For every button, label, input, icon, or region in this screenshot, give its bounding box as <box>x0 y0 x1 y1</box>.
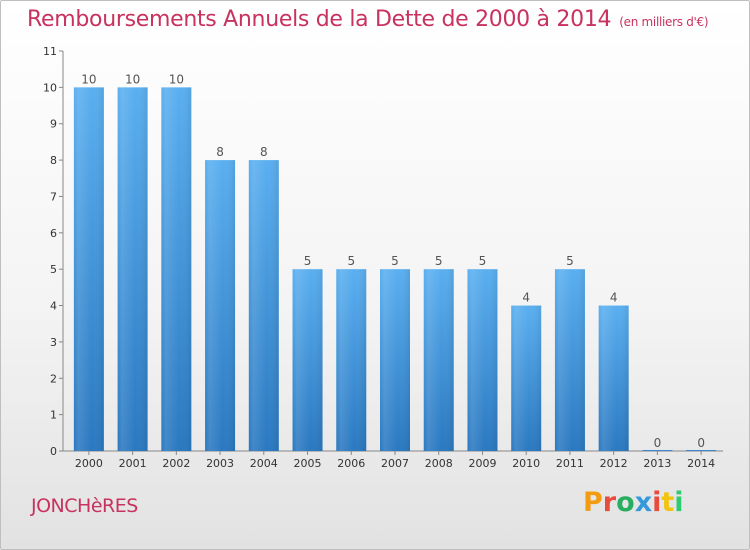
x-tick-label: 2004 <box>250 457 278 470</box>
brand-letter: t <box>661 487 675 518</box>
y-tick-label: 7 <box>50 190 57 203</box>
data-label: 4 <box>610 291 618 305</box>
brand-letter: r <box>602 487 617 518</box>
data-label: 0 <box>697 436 705 450</box>
y-tick-label: 10 <box>43 81 57 94</box>
y-tick-label: 11 <box>43 45 57 58</box>
town-name: JONCHèRES <box>31 495 138 517</box>
bar-shine <box>248 160 279 451</box>
bar-shine <box>380 269 410 451</box>
y-tick-label: 9 <box>50 118 57 131</box>
brand-letter: o <box>616 487 635 518</box>
x-tick-label: 2002 <box>162 457 190 470</box>
y-tick-label: 1 <box>50 409 57 422</box>
bar-shine <box>336 269 367 451</box>
chart-title: Remboursements Annuels de la Dette de 20… <box>27 7 709 32</box>
x-tick-label: 2000 <box>75 457 103 470</box>
chart-unit: (en milliers d'€) <box>619 15 709 29</box>
x-tick-label: 2014 <box>687 457 715 470</box>
bar-shine <box>554 269 585 451</box>
data-label: 10 <box>169 72 184 86</box>
bar-shine <box>598 305 629 451</box>
x-tick-label: 2013 <box>643 457 671 470</box>
labels: 10 10 10 8 8 5 5 5 5 5 4 5 4 0 0 <box>81 72 705 450</box>
bar-shine <box>467 269 498 451</box>
bar-shine <box>423 269 454 451</box>
x-tick-label: 2011 <box>556 457 584 470</box>
data-label: 5 <box>304 254 312 268</box>
x-tick-label: 2007 <box>381 457 409 470</box>
x-tick-label: 2012 <box>600 457 628 470</box>
data-label: 5 <box>391 254 399 268</box>
bar-shine <box>205 160 236 451</box>
bar-shine <box>292 269 323 451</box>
x-tick-label: 2001 <box>119 457 147 470</box>
data-label: 10 <box>125 72 140 86</box>
data-label: 0 <box>654 436 662 450</box>
y-tick-label: 6 <box>50 227 57 240</box>
y-tick-label: 8 <box>50 154 57 167</box>
data-label: 5 <box>479 254 487 268</box>
data-label: 4 <box>522 291 530 305</box>
y-tick-label: 4 <box>50 300 57 313</box>
data-label: 8 <box>260 145 268 159</box>
data-label: 5 <box>347 254 355 268</box>
data-label: 5 <box>435 254 443 268</box>
x-tick-label: 2003 <box>206 457 234 470</box>
x-tick-label: 2010 <box>512 457 540 470</box>
brand-letter: P <box>583 487 603 518</box>
brand-logo: Proxiti <box>583 487 684 518</box>
y-tick-label: 0 <box>50 445 57 458</box>
data-label: 5 <box>566 254 574 268</box>
bar-shine <box>117 87 148 451</box>
brand-letter: i <box>674 487 684 518</box>
bar-shine <box>511 305 542 451</box>
x-tick-label: 2009 <box>468 457 496 470</box>
data-label: 8 <box>216 145 224 159</box>
x-tick-label: 2008 <box>425 457 453 470</box>
chart-title-text: Remboursements Annuels de la Dette de 20… <box>27 7 612 32</box>
y-tick-label: 2 <box>50 372 57 385</box>
x-tick-label: 2006 <box>337 457 365 470</box>
bars <box>73 87 717 451</box>
brand-letter: x <box>634 487 653 518</box>
x-tick-label: 2005 <box>294 457 322 470</box>
axes: 0 1 2 3 4 5 6 7 8 9 10 11 2000 2001 2002 2003 2004 2005 20… <box>43 45 723 470</box>
bar-shine <box>73 87 104 451</box>
bar-shine <box>161 87 192 451</box>
y-tick-label: 5 <box>50 263 57 276</box>
y-tick-label: 3 <box>50 336 57 349</box>
data-label: 10 <box>81 72 96 86</box>
brand-letter: i <box>652 487 662 518</box>
